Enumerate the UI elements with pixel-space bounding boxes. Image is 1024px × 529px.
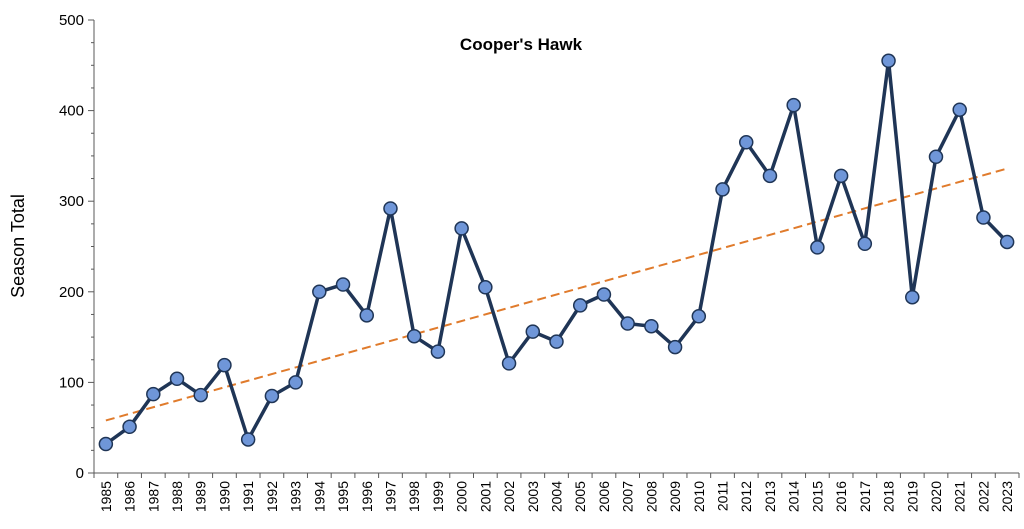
x-tick-label: 2018 xyxy=(881,481,897,512)
x-tick-label: 2008 xyxy=(643,481,659,512)
data-point xyxy=(454,221,469,236)
data-point xyxy=(359,308,375,323)
data-point xyxy=(833,168,849,184)
data-point xyxy=(952,102,967,117)
x-tick-label: 2014 xyxy=(786,481,802,512)
data-point xyxy=(976,210,991,225)
x-tick-label: 1989 xyxy=(193,481,209,512)
data-point xyxy=(383,201,398,216)
data-point xyxy=(857,236,873,252)
x-tick-label: 2005 xyxy=(572,481,588,512)
data-point xyxy=(335,277,351,292)
y-axis: 0 100 200 300 400 500 xyxy=(59,12,95,482)
x-tick-label: 1997 xyxy=(382,481,398,512)
data-point xyxy=(169,371,185,387)
data-point xyxy=(881,53,896,69)
x-tick-label: 2011 xyxy=(715,481,731,511)
data-point xyxy=(810,240,825,255)
data-point xyxy=(691,309,707,324)
x-tick-label: 1988 xyxy=(169,481,185,512)
data-point xyxy=(762,168,778,184)
data-point xyxy=(905,289,920,305)
x-tick-label: 2002 xyxy=(501,481,517,512)
data-point xyxy=(430,344,446,359)
data-point xyxy=(620,316,635,331)
data-point xyxy=(288,375,303,390)
y-tick-label: 400 xyxy=(59,103,84,120)
x-tick-label: 1991 xyxy=(240,481,256,512)
data-point xyxy=(312,284,327,300)
data-point xyxy=(549,334,564,349)
x-tick-label: 2022 xyxy=(975,481,991,512)
x-tick-label: 2000 xyxy=(454,481,470,512)
x-tick-label: 1999 xyxy=(430,481,446,512)
chart-title: Cooper's Hawk xyxy=(460,35,583,54)
x-tick-label: 2020 xyxy=(928,481,944,512)
data-point xyxy=(786,97,801,113)
y-tick-label: 100 xyxy=(59,374,84,391)
data-point xyxy=(217,357,232,373)
x-tick-label: 2010 xyxy=(691,481,707,512)
data-point xyxy=(928,149,944,165)
y-tick-label: 0 xyxy=(76,465,84,482)
data-point xyxy=(264,388,280,404)
x-tick-label: 2003 xyxy=(525,481,541,512)
x-tick-label: 2001 xyxy=(477,481,493,512)
y-tick-label: 300 xyxy=(59,193,84,210)
x-tick-label: 1990 xyxy=(216,481,232,512)
data-point xyxy=(596,287,612,302)
x-tick-label: 1995 xyxy=(335,481,351,512)
trendline-line xyxy=(105,167,1008,422)
y-tick-label: 200 xyxy=(59,284,84,301)
x-tick-label: 2017 xyxy=(857,481,873,512)
x-tick-label: 2019 xyxy=(904,481,920,512)
data-point xyxy=(98,436,114,452)
y-axis-title: Season Total xyxy=(8,194,28,298)
x-tick-label: 1994 xyxy=(311,481,327,512)
x-tick-label: 1998 xyxy=(406,481,422,512)
x-tick-label: 2016 xyxy=(833,481,849,512)
data-point xyxy=(715,182,730,197)
x-tick-label: 2004 xyxy=(549,481,565,512)
data-point xyxy=(999,234,1015,250)
data-point xyxy=(406,328,422,344)
data-point xyxy=(667,339,683,355)
x-tick-label: 2021 xyxy=(952,481,968,512)
data-point xyxy=(644,318,659,334)
x-tick-label: 1992 xyxy=(264,481,280,512)
data-point xyxy=(478,280,493,295)
x-tick-label: 1987 xyxy=(145,481,161,512)
data-point xyxy=(525,324,541,339)
y-tick-label: 500 xyxy=(59,12,84,29)
trendline xyxy=(105,167,1008,422)
x-tick-label: 1986 xyxy=(122,481,138,512)
data-point xyxy=(572,298,588,313)
x-tick-label: 2007 xyxy=(620,481,636,512)
data-point xyxy=(122,419,137,435)
data-point xyxy=(738,135,754,150)
x-tick-label: 2006 xyxy=(596,481,612,512)
data-point xyxy=(501,356,517,371)
x-axis: 1985 1986 1987 1988 1989 1990 1991 1992 1993 1994… xyxy=(93,472,1020,512)
x-tick-label: 1996 xyxy=(359,481,375,512)
x-tick-label: 1993 xyxy=(288,481,304,512)
x-tick-label: 2012 xyxy=(738,481,754,512)
x-tick-label: 2013 xyxy=(762,481,778,512)
x-tick-label: 2023 xyxy=(999,481,1015,512)
series-line xyxy=(104,59,1009,446)
data-point xyxy=(146,386,161,402)
x-tick-label: 2009 xyxy=(667,481,683,512)
series-cooper-hawk xyxy=(98,53,1015,452)
data-point xyxy=(240,432,256,447)
data-point xyxy=(193,387,208,403)
x-tick-label: 1985 xyxy=(98,481,114,512)
x-tick-label: 2015 xyxy=(809,481,825,512)
